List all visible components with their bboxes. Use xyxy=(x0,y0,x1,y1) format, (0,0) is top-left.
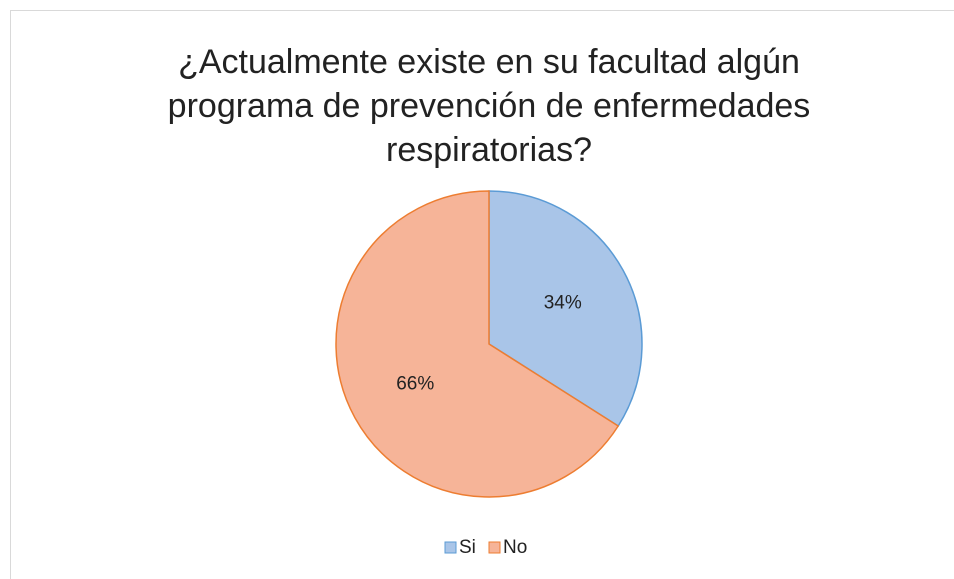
data-label: 34% xyxy=(544,292,582,313)
legend-label: No xyxy=(503,537,527,558)
pie-slice xyxy=(488,190,643,428)
legend-label: Si xyxy=(459,537,476,558)
pie-slice xyxy=(335,190,620,498)
legend-swatch xyxy=(488,541,501,554)
data-label: 66% xyxy=(396,374,434,395)
chart-border xyxy=(10,10,954,579)
chart-title: ¿Actualmente existe en su facultad algún… xyxy=(167,43,811,169)
legend-swatch xyxy=(444,541,457,554)
